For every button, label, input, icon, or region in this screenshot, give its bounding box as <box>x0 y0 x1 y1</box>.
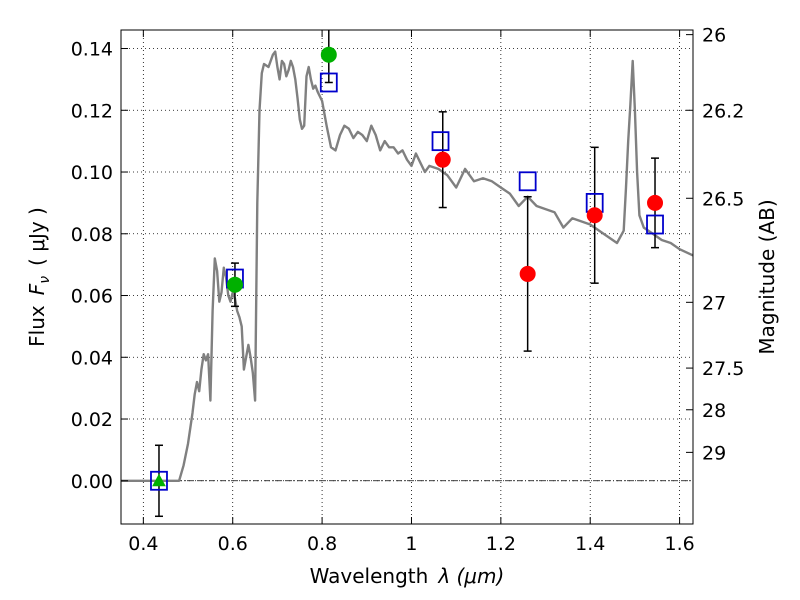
sed-template-line <box>121 50 693 482</box>
sed-layer <box>121 50 693 482</box>
observed-triangle-marker <box>152 473 166 487</box>
right-tick-label: 26 <box>702 25 726 47</box>
y-tick-label: 0.04 <box>71 347 113 369</box>
observed-circle-marker <box>434 151 451 168</box>
y-tick-label: 0.08 <box>71 224 113 246</box>
x-tick-label: 1.6 <box>664 533 694 555</box>
x-tick-label: 1.2 <box>486 533 516 555</box>
y-tick-label: 0.12 <box>71 100 113 122</box>
observed-circle-marker <box>320 46 337 63</box>
right-tick-label: 26.5 <box>702 188 744 210</box>
observed-circle-marker <box>226 276 243 293</box>
model-square-marker <box>646 214 664 235</box>
x-tick-label: 1 <box>405 533 417 555</box>
model-square-marker <box>431 131 450 152</box>
y-tick-label: 0.02 <box>71 409 113 431</box>
observed-circle-marker <box>647 194 664 211</box>
x-tick-label: 1.4 <box>575 533 605 555</box>
x-tick-label: 0.4 <box>128 533 158 555</box>
y-tick-label: 0.00 <box>71 471 113 493</box>
right-tick-label: 27.5 <box>702 358 744 380</box>
y-axis-title: FluxFν( μJy ) <box>25 207 53 347</box>
right-tick-label: 29 <box>702 442 726 464</box>
ticks <box>121 30 693 524</box>
observed-circle-marker <box>519 265 536 282</box>
right-tick-label: 26.2 <box>702 100 744 122</box>
model-square-marker <box>518 171 537 192</box>
y-tick-label: 0.14 <box>71 39 113 61</box>
right-axis-title: Magnitude (AB) <box>755 199 779 354</box>
model-square-marker <box>150 470 168 491</box>
right-tick-label: 27 <box>702 292 726 314</box>
observed-circle-marker <box>586 207 603 224</box>
plot-frame <box>120 29 694 525</box>
x-axis-title: Wavelength λ (μm) <box>310 564 505 588</box>
y-tick-label: 0.06 <box>71 286 113 308</box>
marker-layer <box>150 46 664 491</box>
right-tick-label: 28 <box>702 400 726 422</box>
x-tick-label: 0.8 <box>307 533 337 555</box>
model-square-marker <box>319 72 338 93</box>
x-tick-label: 0.6 <box>218 533 248 555</box>
plot-background <box>121 30 693 524</box>
y-tick-label: 0.10 <box>71 162 113 184</box>
tick-labels: 0.4 0.6 0.8 1 1.2 1.4 1.6 0.00 0.02 0.04 0.06 0.08 0… <box>71 25 745 555</box>
